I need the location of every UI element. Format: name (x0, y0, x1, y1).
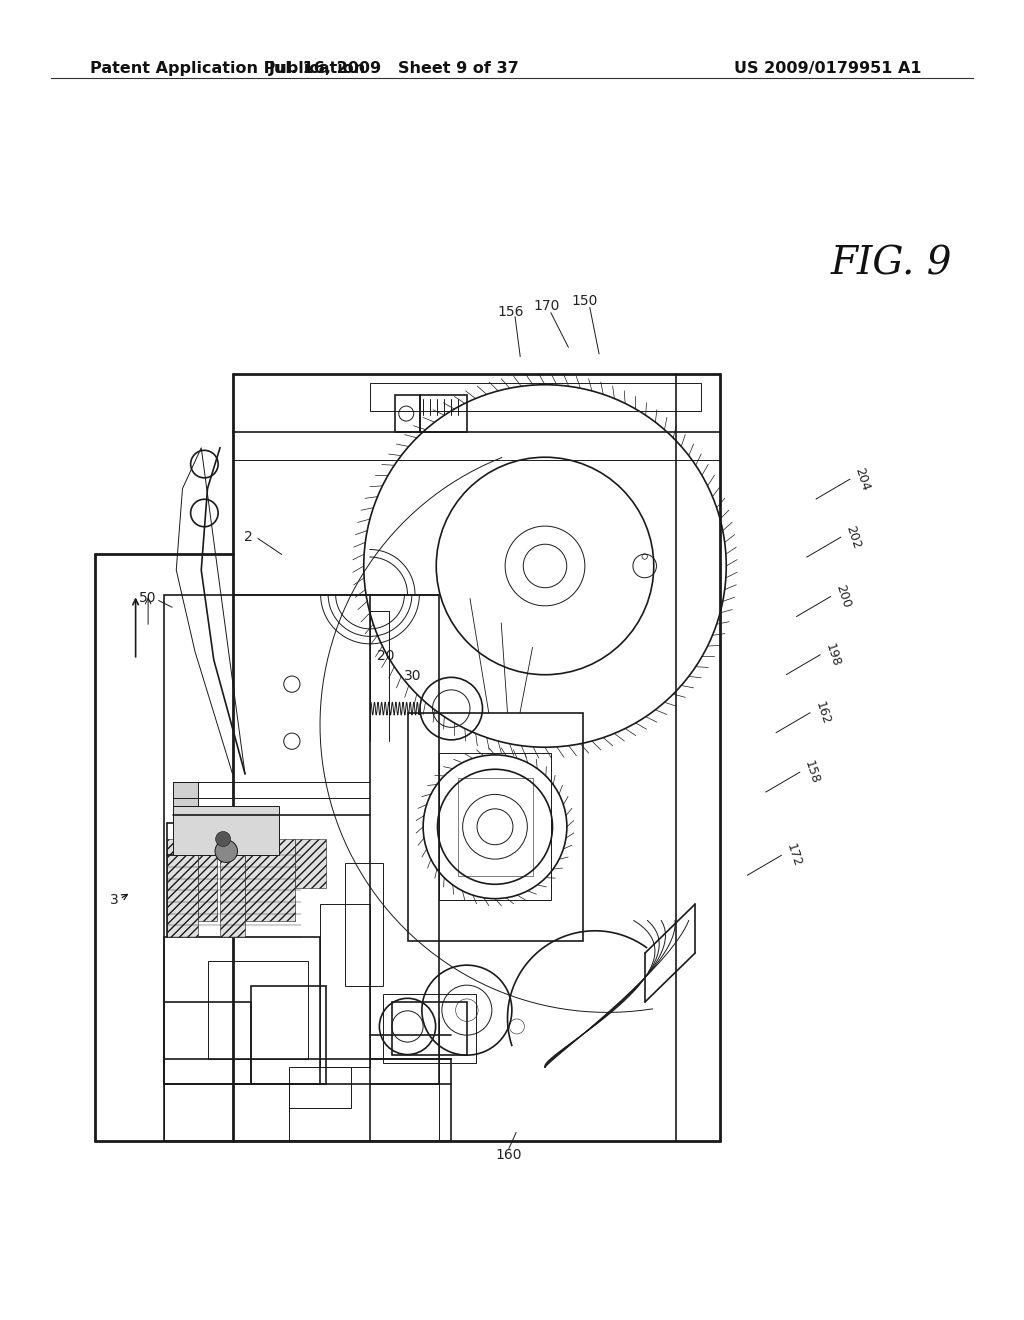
Text: 172: 172 (783, 842, 804, 869)
Bar (392, 1002, 467, 1055)
Bar (458, 777, 532, 875)
Text: 3: 3 (111, 894, 119, 907)
Bar (198, 855, 217, 920)
Text: 158: 158 (802, 759, 822, 785)
Text: 162: 162 (812, 700, 833, 726)
Text: 156: 156 (498, 305, 524, 318)
Text: 200: 200 (833, 583, 853, 610)
Bar (420, 395, 467, 432)
Bar (395, 395, 420, 432)
Text: 202: 202 (843, 524, 863, 550)
Bar (345, 863, 383, 986)
Bar (173, 807, 280, 855)
Bar (220, 822, 245, 937)
Text: 198: 198 (822, 642, 843, 668)
Text: 204: 204 (852, 466, 872, 492)
Bar (164, 1002, 251, 1084)
Circle shape (523, 544, 566, 587)
Text: 30: 30 (403, 669, 422, 682)
Bar (289, 1067, 351, 1107)
Text: US 2009/0179951 A1: US 2009/0179951 A1 (734, 61, 922, 77)
Text: 20: 20 (377, 649, 395, 663)
Circle shape (477, 809, 513, 845)
Text: 160: 160 (496, 1148, 522, 1162)
Text: 150: 150 (571, 294, 598, 308)
Text: Patent Application Publication: Patent Application Publication (90, 61, 366, 77)
Circle shape (216, 832, 230, 846)
Bar (208, 961, 307, 1059)
Circle shape (456, 999, 478, 1022)
Text: 2: 2 (245, 531, 253, 544)
Text: 50: 50 (138, 591, 157, 605)
Bar (295, 840, 327, 888)
Bar (245, 840, 295, 920)
Bar (164, 594, 438, 1084)
Bar (370, 383, 701, 411)
Bar (164, 937, 319, 1084)
Bar (319, 904, 370, 1067)
Bar (251, 986, 327, 1084)
Bar (383, 994, 476, 1063)
Circle shape (215, 840, 238, 862)
Bar (173, 781, 198, 807)
Text: FIG. 9: FIG. 9 (830, 246, 951, 282)
Text: 170: 170 (534, 300, 560, 313)
Bar (164, 1059, 452, 1140)
Bar (167, 840, 198, 937)
Text: Jul. 16, 2009   Sheet 9 of 37: Jul. 16, 2009 Sheet 9 of 37 (269, 61, 519, 77)
Bar (408, 713, 583, 941)
Bar (164, 1084, 289, 1140)
Bar (438, 754, 551, 900)
